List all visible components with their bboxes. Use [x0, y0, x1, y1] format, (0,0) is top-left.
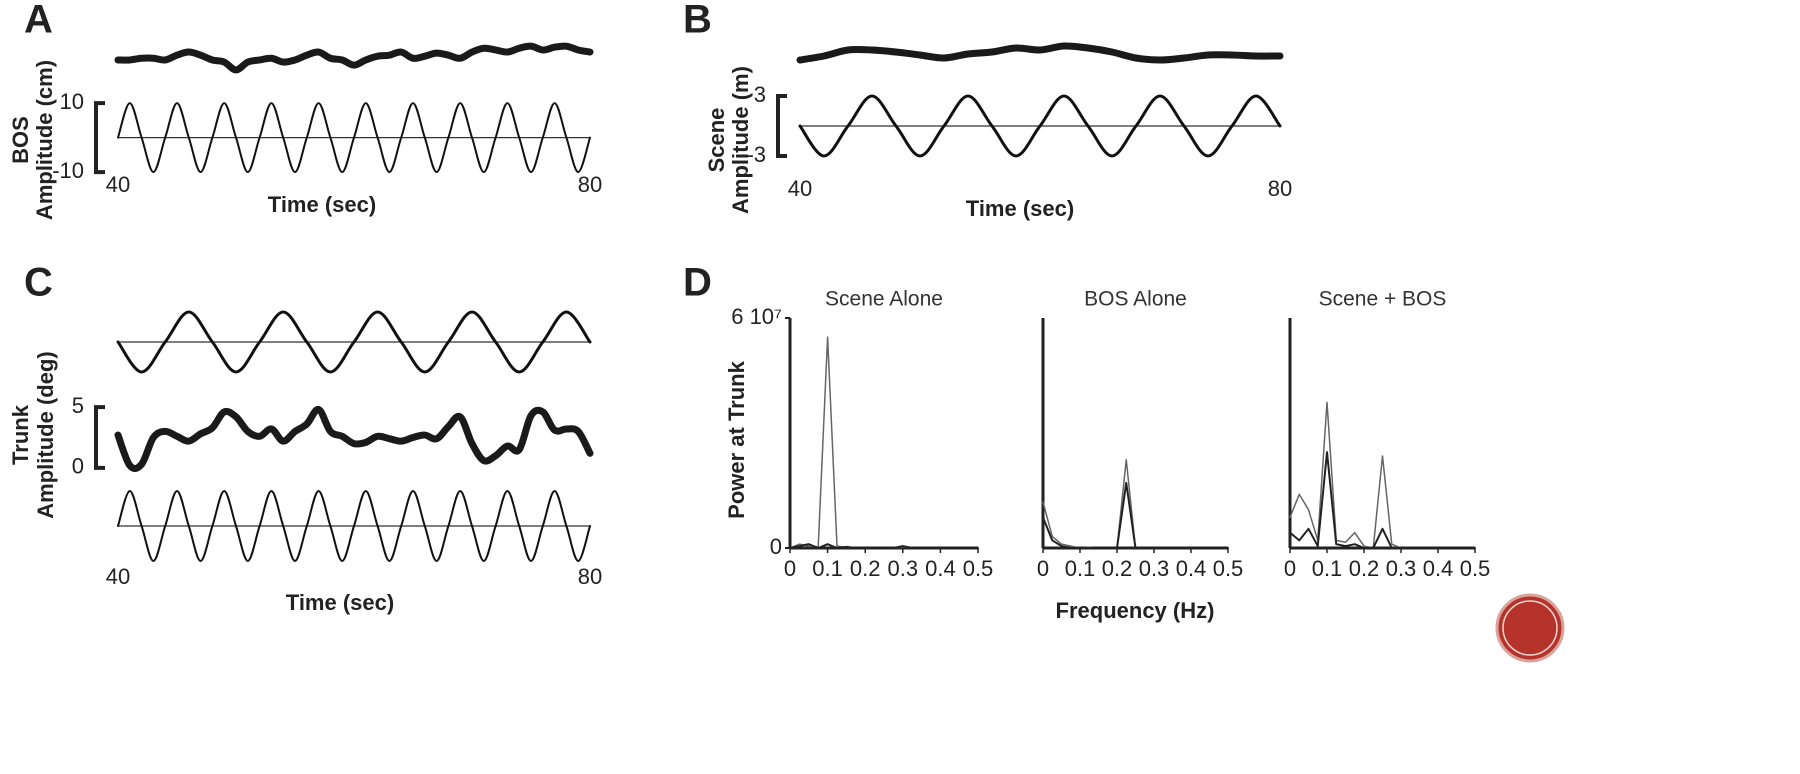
- x-tick-label: 0.2: [1102, 556, 1133, 581]
- chart-panel: B Scene Amplitude (m) Time (sec) -3 3 40 80: [683, 0, 1292, 221]
- x-tick-label: 80: [1268, 176, 1292, 201]
- x-tick-label: 80: [578, 564, 602, 589]
- x-tick-label: 0.3: [888, 556, 919, 581]
- x-tick-label: 40: [106, 172, 130, 197]
- chart-panel: Scene + BOS 0 0.1 0.2 0.3 0.4 0.5: [1284, 288, 1490, 581]
- y-axis-label: Trunk: [8, 404, 33, 465]
- y-axis-label: BOS: [8, 116, 33, 164]
- panel-letter: B: [683, 0, 712, 42]
- x-tick-label: 80: [578, 172, 602, 197]
- y-axis-label: Scene: [704, 108, 729, 173]
- data-line: [114, 42, 594, 74]
- data-line: [117, 490, 591, 562]
- x-axis-label: Frequency (Hz): [1056, 598, 1215, 623]
- x-tick-label: 0.4: [1423, 556, 1454, 581]
- x-tick-label: 0.1: [1312, 556, 1343, 581]
- y-tick-label: 10: [60, 89, 84, 114]
- logo-badge: [1495, 593, 1565, 663]
- data-line: [116, 310, 592, 374]
- data-line: [1289, 401, 1476, 549]
- subplot-title: Scene + BOS: [1319, 288, 1447, 311]
- chart-panel: A BOS Amplitude (cm) Time (sec) -10 10 40 80: [8, 0, 602, 220]
- x-tick-label: 0.3: [1386, 556, 1417, 581]
- x-tick-label: 0.1: [812, 556, 843, 581]
- panel-letter: C: [24, 261, 53, 305]
- data-line: [117, 102, 591, 174]
- x-tick-label: 0.2: [850, 556, 881, 581]
- data-line: [798, 94, 1282, 158]
- data-line: [1042, 481, 1229, 549]
- panel-letter: D: [683, 261, 712, 305]
- subplot-title: BOS Alone: [1084, 288, 1187, 311]
- y-axis-label: Power at Trunk: [724, 360, 749, 518]
- x-tick-label: 40: [788, 176, 812, 201]
- y-tick-label: 0: [770, 534, 782, 559]
- scale-bar: [94, 405, 105, 470]
- y-axis-label: Amplitude (cm): [32, 60, 57, 220]
- data-line: [796, 42, 1284, 64]
- subplot-title: Scene Alone: [825, 288, 943, 311]
- chart-panel: Trunk Amplitude (deg) 0 5: [8, 351, 594, 519]
- y-tick-label: 3: [754, 82, 766, 107]
- data-line: [1042, 459, 1229, 549]
- panel-letter: A: [24, 0, 53, 42]
- y-tick-label: 6 10⁷: [731, 304, 782, 329]
- x-tick-label: 0: [1037, 556, 1049, 581]
- scale-bar: [776, 94, 787, 158]
- x-axis-label: Time (sec): [268, 192, 376, 217]
- data-line: [789, 336, 979, 549]
- x-tick-label: 0: [784, 556, 796, 581]
- y-axis-label: Amplitude (m): [728, 66, 753, 214]
- y-axis-label: Amplitude (deg): [33, 351, 58, 518]
- chart-panel: D Scene Alone Power at Trunk 0 6 10⁷ 0 0.1 0.2 0…: [683, 261, 993, 581]
- y-tick-label: -3: [746, 142, 766, 167]
- x-tick-label: 0.5: [1460, 556, 1491, 581]
- x-tick-label: 0: [1284, 556, 1296, 581]
- chart-panel: C: [24, 261, 592, 374]
- x-tick-label: 0.4: [1176, 556, 1207, 581]
- data-line: [114, 406, 594, 472]
- chart-panel: Time (sec) 40 80: [106, 490, 602, 615]
- x-tick-label: 0.3: [1139, 556, 1170, 581]
- x-axis-label: Time (sec): [966, 196, 1074, 221]
- x-tick-label: 0.5: [1213, 556, 1244, 581]
- x-tick-label: 0.2: [1349, 556, 1380, 581]
- x-tick-label: 0.1: [1065, 556, 1096, 581]
- chart-panel: BOS Alone Frequency (Hz) 0 0.1 0.2 0.3 0.4 0.5: [1037, 288, 1243, 623]
- scale-bar: [94, 101, 105, 175]
- x-tick-label: 0.4: [925, 556, 956, 581]
- x-axis-label: Time (sec): [286, 590, 394, 615]
- y-tick-label: 5: [72, 393, 84, 418]
- y-tick-label: -10: [52, 158, 84, 183]
- x-tick-label: 0.5: [963, 556, 994, 581]
- data-line: [1289, 451, 1476, 549]
- x-tick-label: 40: [106, 564, 130, 589]
- data-line: [789, 543, 979, 549]
- y-tick-label: 0: [72, 454, 84, 479]
